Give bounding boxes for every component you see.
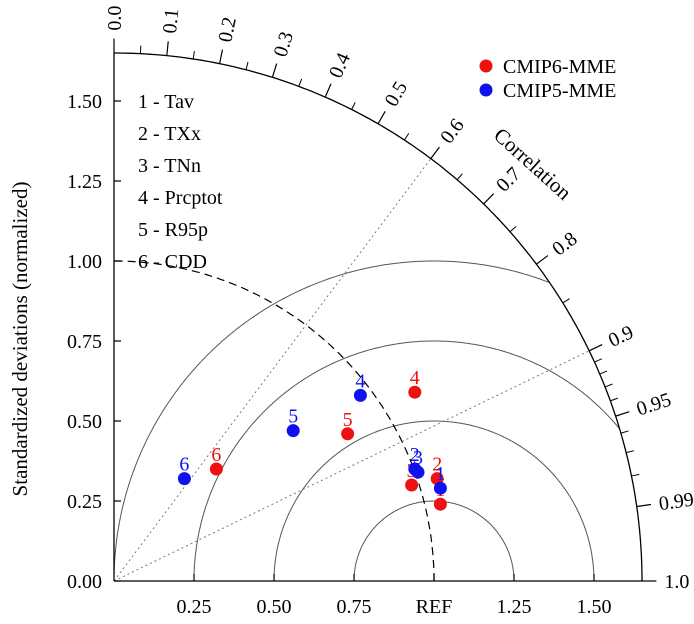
legend-marker [479,83,493,97]
correlation-tick [483,193,495,205]
data-point-label: 4 [355,370,365,392]
x-tick-label: 0.25 [177,596,212,618]
correlation-tick [271,63,278,78]
y-tick-label: 0.25 [67,491,102,513]
data-point-1-4 [286,424,300,438]
data-point-label: 4 [410,367,420,389]
data-point-label: 6 [179,454,189,476]
correlation-minor-tick [509,226,517,233]
data-point-0-3 [408,385,422,399]
correlation-minor-tick [599,370,608,375]
correlation-tick-label: 0.5 [381,78,413,111]
correlation-tick [430,146,440,159]
y-tick-label: 1.00 [67,251,102,273]
correlation-tick-label: 0.1 [159,7,183,34]
correlation-minor-tick [620,430,629,434]
data-point-label: 6 [211,444,221,466]
data-point-1-0 [433,481,447,495]
correlation-tick [615,411,630,417]
legend-marker [479,59,493,73]
correlation-tick-label: 0.4 [325,50,355,82]
correlation-minor-tick [192,50,195,60]
data-point-1-2 [411,465,425,479]
correlation-minor-tick [298,78,303,87]
rms-arc-3 [113,260,549,581]
correlation-tick-label: 0.9 [605,321,637,352]
data-point-label: 2 [410,444,420,466]
correlation-tick [377,110,386,125]
correlation-minor-tick [604,383,613,388]
correlation-minor-tick [456,173,463,181]
rms-arc-0 [353,500,515,581]
correlation-tick [219,49,224,64]
y-tick-label: 1.50 [67,91,102,113]
index-list-item: 1 - Tav [138,91,194,113]
legend-label: CMIP5-MME [503,80,616,102]
data-point-label: 2 [432,454,442,476]
correlation-minor-tick [594,358,602,363]
correlation-tick [588,344,603,352]
correlation-minor-tick [626,450,635,454]
correlation-axis-label: Correlation [489,123,577,205]
data-point-0-5 [209,462,223,476]
x-tick-label: REF [416,596,453,618]
data-point-0-2 [405,478,419,492]
correlation-minor-tick [631,473,640,477]
outer-arc [114,52,643,581]
correlation-minor-tick [610,397,619,402]
correlation-tick [324,83,332,98]
y-axis-label: Standardized deviations (normalized) [8,182,32,497]
correlation-tick [536,255,549,265]
data-point-1-3 [353,388,367,402]
data-point-0-4 [341,427,355,441]
index-list-item: 3 - TNn [138,155,201,177]
correlation-tick-label: 0.95 [634,389,674,421]
rms-arc-1 [273,420,595,581]
data-point-label: 3 [413,447,423,469]
correlation-tick-label: 0.6 [436,115,469,148]
correlation-line-0 [113,158,432,582]
correlation-tick-label: 0.2 [214,15,241,44]
index-list: 1 - Tav 2 - TXx 3 - TNn 4 - Prcptot 5 - R95p… [138,91,223,273]
correlation-minor-tick [351,102,356,110]
correlation-tick-label: 0.99 [657,489,694,516]
rms-arc-2 [193,340,620,581]
y-tick-label: 0.00 [67,571,102,593]
data-point-label: 5 [288,406,298,428]
index-list-item: 2 - TXx [138,123,201,145]
data-point-label: 1 [435,463,445,485]
index-list-item: 6 - CDD [138,251,207,273]
y-tick-label: 0.75 [67,331,102,353]
correlation-tick-label: 0.3 [270,29,298,59]
x-tick-label: 1.25 [497,596,532,618]
correlation-tick-label: 0.8 [548,228,581,261]
reference-std-arc [114,260,435,581]
data-point-label: 5 [343,409,353,431]
x-tick-label: 0.50 [257,596,292,618]
correlation-tick [636,503,652,508]
x-tick-label: 1.50 [577,596,612,618]
data-point-1-5 [177,472,191,486]
points-layer: 123456123456 [177,367,447,511]
grid-layer [113,158,620,582]
y-tick-label: 1.25 [67,171,102,193]
correlation-minor-tick [245,61,249,70]
axis-layer [113,38,657,582]
correlation-tick [166,41,169,56]
legend-label: CMIP6-MME [503,56,616,78]
x-tick-label: 0.75 [337,596,372,618]
index-list-item: 5 - R95p [138,219,208,241]
data-point-0-0 [433,497,447,511]
correlation-minor-tick [403,133,410,141]
correlation-minor-tick [562,298,570,304]
correlation-tick-label: 0.0 [104,6,126,31]
correlation-tick-label: 1.0 [664,571,689,593]
index-list-item: 4 - Prcptot [138,187,223,209]
y-tick-label: 0.50 [67,411,102,433]
